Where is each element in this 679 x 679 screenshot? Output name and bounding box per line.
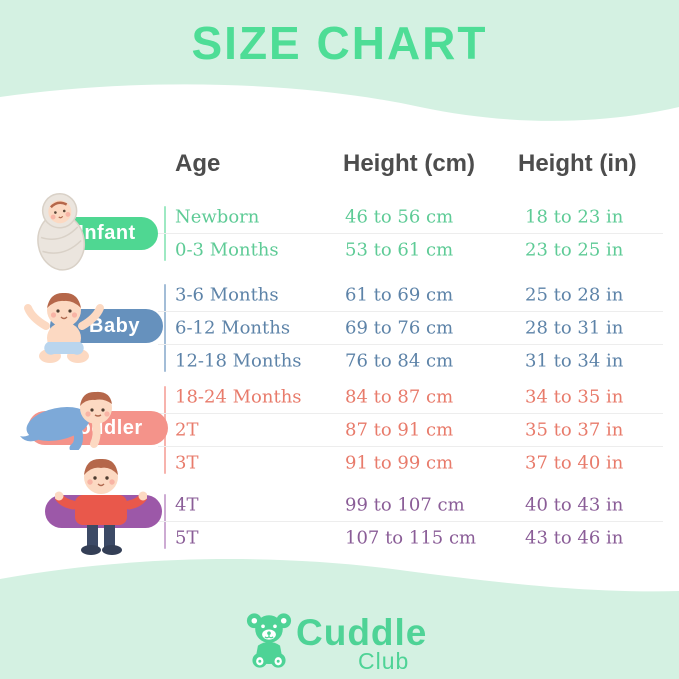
height-cm-cell: 91 to 99 cm [345,452,454,474]
height-cm-cell: 99 to 107 cm [345,494,465,516]
group-toddler: 18-24 Months 84 to 87 cm 34 to 35 in 2T … [158,381,663,479]
table-row: 0-3 Months 53 to 61 cm 23 to 25 in [158,233,663,266]
toddler-illustration [20,391,112,450]
height-cm-cell: 69 to 76 cm [345,317,454,339]
group-infant: Newborn 46 to 56 cm 18 to 23 in 0-3 Mont… [158,201,663,266]
height-cm-cell: 46 to 56 cm [345,206,454,228]
height-in-cell: 34 to 35 in [525,386,624,408]
group-divider-line [164,284,166,372]
height-in-cell: 40 to 43 in [525,494,624,516]
teddy-bear-icon [246,613,292,668]
kid-illustration [55,458,147,555]
column-header-age: Age [175,150,221,177]
table-row: 2T 87 to 91 cm 35 to 37 in [158,413,663,446]
height-cm-cell: 76 to 84 cm [345,350,454,372]
height-in-cell: 18 to 23 in [525,206,624,228]
brand-subname: Club [358,648,410,674]
table-row: 12-18 Months 76 to 84 cm 31 to 34 in [158,344,663,377]
brand-footer: Cuddle Club [246,610,446,674]
height-cm-cell: 84 to 87 cm [345,386,454,408]
group-kid: 4T 99 to 107 cm 40 to 43 in 5T 107 to 11… [158,489,663,554]
table-row: 18-24 Months 84 to 87 cm 34 to 35 in [158,381,663,413]
height-in-cell: 37 to 40 in [525,452,624,474]
column-header-height-in: Height (in) [518,150,637,177]
infant-illustration [37,193,86,271]
page-title: SIZE CHART [191,17,488,69]
height-cm-cell: 87 to 91 cm [345,419,454,441]
height-cm-cell: 53 to 61 cm [345,239,454,261]
age-cell: 18-24 Months [175,386,302,408]
age-cell: 2T [175,419,199,441]
height-in-cell: 23 to 25 in [525,239,624,261]
age-cell: 6-12 Months [175,317,291,339]
table-row: 3-6 Months 61 to 69 cm 25 to 28 in [158,279,663,311]
brand-name: Cuddle [296,612,428,653]
column-header-height-cm: Height (cm) [343,150,475,177]
height-in-cell: 25 to 28 in [525,284,624,306]
table-row: 3T 91 to 99 cm 37 to 40 in [158,446,663,479]
height-in-cell: 31 to 34 in [525,350,624,372]
height-cm-cell: 61 to 69 cm [345,284,454,306]
age-cell: 5T [175,527,199,549]
age-cell: 12-18 Months [175,350,302,372]
height-in-cell: 28 to 31 in [525,317,624,339]
height-in-cell: 43 to 46 in [525,527,624,549]
age-cell: 4T [175,494,199,516]
age-cell: 0-3 Months [175,239,279,261]
table-row: 5T 107 to 115 cm 43 to 46 in [158,521,663,554]
age-cell: 3T [175,452,199,474]
age-cell: Newborn [175,206,260,228]
table-row: Newborn 46 to 56 cm 18 to 23 in [158,201,663,233]
height-cm-cell: 107 to 115 cm [345,527,477,549]
height-in-cell: 35 to 37 in [525,419,624,441]
table-row: 4T 99 to 107 cm 40 to 43 in [158,489,663,521]
baby-illustration [24,292,104,363]
table-row: 6-12 Months 69 to 76 cm 28 to 31 in [158,311,663,344]
group-baby: 3-6 Months 61 to 69 cm 25 to 28 in 6-12 … [158,279,663,377]
age-cell: 3-6 Months [175,284,279,306]
